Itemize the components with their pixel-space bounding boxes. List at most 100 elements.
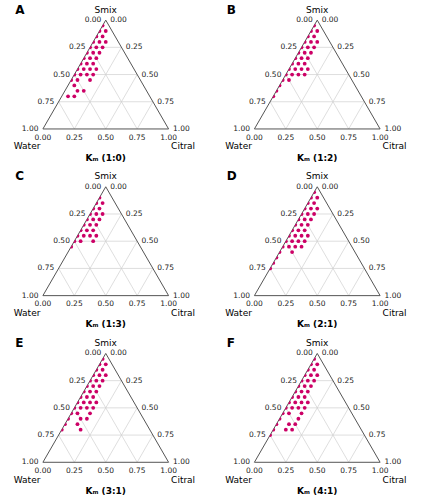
tick-label: 0.50 xyxy=(97,133,114,142)
axis-label: Smix xyxy=(95,171,118,181)
tick-label: 0.50 xyxy=(53,403,70,412)
tick-label: 0.50 xyxy=(353,403,370,412)
point xyxy=(91,395,95,399)
point xyxy=(72,239,76,243)
tick-label: 0.00 xyxy=(296,182,313,191)
tick-label: 0.25 xyxy=(280,209,297,218)
axis-label: Citral xyxy=(383,475,407,485)
point xyxy=(290,62,294,66)
point xyxy=(94,67,98,71)
tick-label: 0.00 xyxy=(85,15,102,24)
point xyxy=(76,89,80,93)
point xyxy=(85,73,89,77)
tick-label: 0.25 xyxy=(277,466,294,475)
point xyxy=(300,45,304,49)
axis-label: Smix xyxy=(95,338,118,348)
point xyxy=(290,73,294,77)
grid-line xyxy=(90,214,137,296)
panel-title: A xyxy=(15,3,25,17)
point xyxy=(271,261,275,265)
point xyxy=(76,411,80,415)
point xyxy=(94,212,98,216)
point xyxy=(300,212,304,216)
point xyxy=(293,56,297,60)
point xyxy=(309,40,313,44)
point xyxy=(309,29,313,33)
point xyxy=(290,406,294,410)
grid-line xyxy=(74,74,137,75)
panel: 0.000.250.500.751.000.000.250.500.751.00… xyxy=(14,169,195,329)
point xyxy=(101,35,105,39)
grid-line xyxy=(59,102,75,129)
point xyxy=(300,56,304,60)
grid-line xyxy=(74,381,121,463)
point xyxy=(300,67,304,71)
tick-label: 0.25 xyxy=(69,376,86,385)
grid xyxy=(59,47,153,129)
tick-label: 0.25 xyxy=(337,376,354,385)
points xyxy=(268,357,319,437)
point xyxy=(98,40,102,44)
grid-line xyxy=(270,101,364,102)
point xyxy=(293,422,297,426)
tick-label: 0.25 xyxy=(337,42,354,51)
point xyxy=(82,390,86,394)
tick-label: 0.75 xyxy=(129,133,146,142)
point xyxy=(303,207,307,211)
point xyxy=(88,234,92,238)
point xyxy=(91,384,95,388)
point xyxy=(79,62,83,66)
point xyxy=(85,62,89,66)
point xyxy=(88,67,92,71)
point xyxy=(281,411,285,415)
tick-label: 0.75 xyxy=(249,430,266,439)
point xyxy=(309,362,313,366)
point xyxy=(98,218,102,222)
panel-title: F xyxy=(227,336,235,350)
point xyxy=(91,207,95,211)
tick-label: 0.50 xyxy=(353,236,370,245)
point xyxy=(296,384,300,388)
point xyxy=(296,395,300,399)
point xyxy=(293,223,297,227)
tick-label: 0.00 xyxy=(110,182,127,191)
tick-label: 0.75 xyxy=(340,133,357,142)
point xyxy=(88,78,92,82)
point xyxy=(306,67,310,71)
panel: 0.000.250.500.751.000.000.250.500.751.00… xyxy=(225,336,406,496)
point xyxy=(312,379,316,383)
point xyxy=(306,45,310,49)
axis-label: Citral xyxy=(383,141,407,151)
point xyxy=(309,207,313,211)
point xyxy=(303,228,307,232)
point xyxy=(300,401,304,405)
point xyxy=(79,428,83,432)
axis-label: Water xyxy=(14,308,41,318)
point xyxy=(315,196,319,200)
point xyxy=(79,239,83,243)
grid-line xyxy=(74,407,137,408)
point xyxy=(63,422,67,426)
point xyxy=(312,35,316,39)
grid-line xyxy=(137,102,153,129)
tick-label: 0.75 xyxy=(340,466,357,475)
point xyxy=(76,67,80,71)
point xyxy=(69,411,73,415)
point xyxy=(271,428,275,432)
grid xyxy=(270,214,364,296)
point xyxy=(268,433,272,437)
tick-label: 0.75 xyxy=(38,263,55,272)
point xyxy=(91,40,95,44)
point xyxy=(94,45,98,49)
point xyxy=(101,357,105,361)
point xyxy=(287,245,291,249)
grid-line xyxy=(302,47,349,129)
point xyxy=(278,250,282,254)
point xyxy=(303,62,307,66)
panel-title: B xyxy=(227,3,236,17)
grid-line xyxy=(349,102,365,129)
point xyxy=(76,78,80,82)
grid-line xyxy=(286,74,349,75)
tick-label: 0.75 xyxy=(369,263,386,272)
tick-label: 0.50 xyxy=(265,403,282,412)
